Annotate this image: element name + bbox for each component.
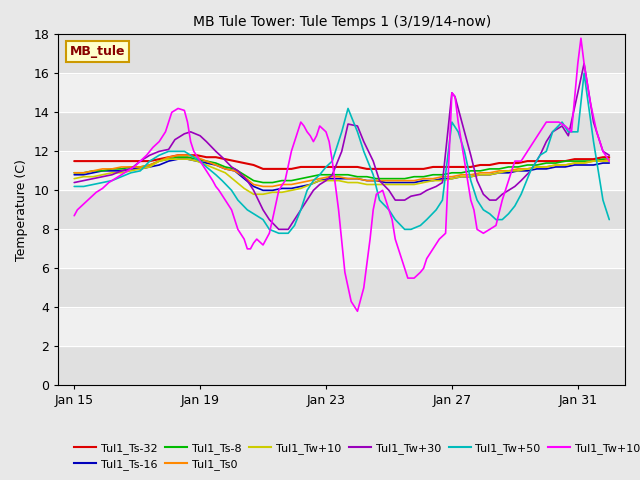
- Bar: [58, 307, 625, 347]
- Title: MB Tule Tower: Tule Temps 1 (3/19/14-now): MB Tule Tower: Tule Temps 1 (3/19/14-now…: [193, 15, 491, 29]
- Bar: [58, 229, 625, 268]
- Bar: [58, 151, 625, 191]
- Bar: [58, 191, 625, 229]
- Bar: [58, 268, 625, 307]
- Bar: [58, 347, 625, 385]
- Legend: Tul1_Ts-32, Tul1_Ts-16, Tul1_Ts-8, Tul1_Ts0, Tul1_Tw+10, Tul1_Tw+30, Tul1_Tw+50,: Tul1_Ts-32, Tul1_Ts-16, Tul1_Ts-8, Tul1_…: [70, 438, 640, 474]
- Bar: [58, 35, 625, 73]
- Bar: [58, 112, 625, 151]
- Bar: [58, 73, 625, 112]
- Y-axis label: Temperature (C): Temperature (C): [15, 159, 28, 261]
- Text: MB_tule: MB_tule: [70, 45, 125, 58]
